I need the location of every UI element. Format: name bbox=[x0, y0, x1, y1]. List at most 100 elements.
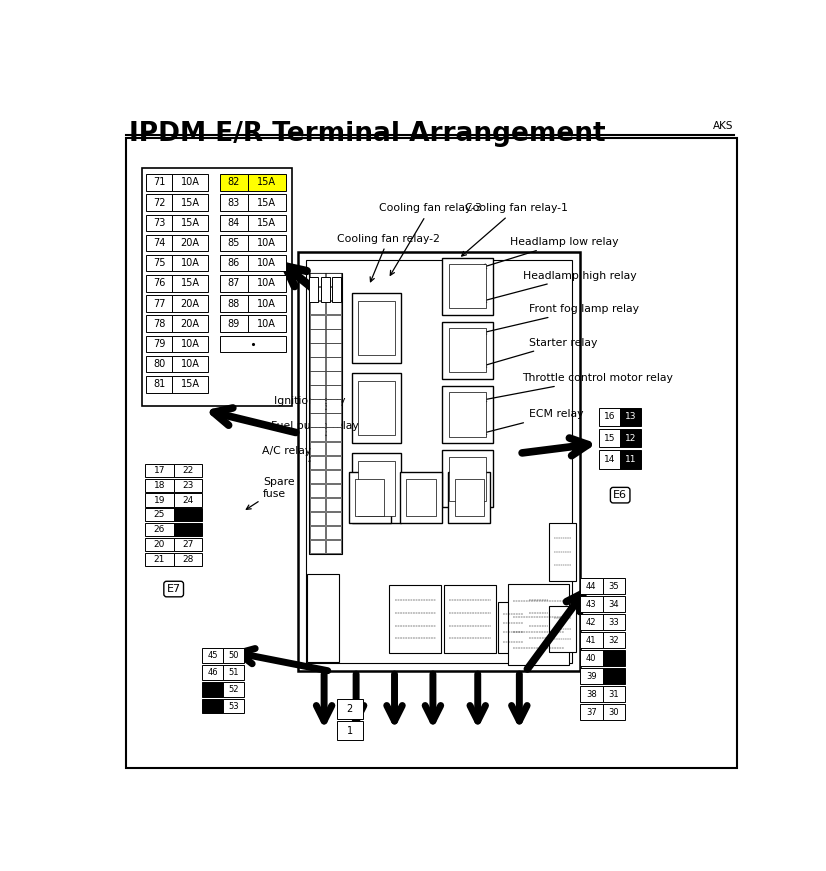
FancyBboxPatch shape bbox=[248, 214, 286, 231]
Text: 87: 87 bbox=[228, 279, 240, 288]
FancyBboxPatch shape bbox=[126, 138, 737, 768]
FancyBboxPatch shape bbox=[600, 429, 620, 448]
FancyBboxPatch shape bbox=[142, 168, 292, 406]
FancyBboxPatch shape bbox=[600, 450, 620, 469]
Text: 15A: 15A bbox=[180, 198, 199, 207]
Text: 53: 53 bbox=[228, 702, 239, 711]
FancyBboxPatch shape bbox=[332, 277, 341, 302]
FancyBboxPatch shape bbox=[580, 705, 603, 720]
FancyBboxPatch shape bbox=[146, 174, 172, 191]
FancyBboxPatch shape bbox=[220, 235, 248, 252]
FancyBboxPatch shape bbox=[600, 408, 620, 426]
FancyBboxPatch shape bbox=[310, 357, 325, 371]
FancyBboxPatch shape bbox=[358, 300, 395, 355]
FancyBboxPatch shape bbox=[603, 686, 625, 702]
FancyBboxPatch shape bbox=[172, 315, 208, 332]
Text: 73: 73 bbox=[153, 218, 165, 228]
Text: Cooling fan relay-3: Cooling fan relay-3 bbox=[378, 204, 482, 275]
FancyBboxPatch shape bbox=[498, 602, 528, 653]
FancyBboxPatch shape bbox=[326, 287, 341, 300]
FancyBboxPatch shape bbox=[145, 494, 173, 507]
FancyBboxPatch shape bbox=[172, 194, 208, 211]
Text: 20A: 20A bbox=[180, 319, 199, 328]
FancyBboxPatch shape bbox=[223, 648, 244, 663]
FancyBboxPatch shape bbox=[248, 315, 286, 332]
Text: 77: 77 bbox=[153, 299, 165, 308]
FancyBboxPatch shape bbox=[172, 174, 208, 191]
FancyBboxPatch shape bbox=[310, 329, 325, 342]
Text: 89: 89 bbox=[228, 319, 240, 328]
FancyBboxPatch shape bbox=[145, 553, 173, 566]
FancyBboxPatch shape bbox=[310, 287, 325, 300]
FancyBboxPatch shape bbox=[580, 686, 603, 702]
FancyBboxPatch shape bbox=[146, 315, 172, 332]
FancyBboxPatch shape bbox=[173, 538, 202, 551]
FancyBboxPatch shape bbox=[326, 526, 341, 539]
Text: 79: 79 bbox=[153, 339, 165, 349]
FancyBboxPatch shape bbox=[310, 343, 325, 356]
FancyBboxPatch shape bbox=[220, 275, 248, 292]
Text: 15: 15 bbox=[604, 434, 615, 442]
Text: IPDM E/R Terminal Arrangement: IPDM E/R Terminal Arrangement bbox=[129, 121, 605, 147]
FancyBboxPatch shape bbox=[310, 456, 325, 469]
FancyBboxPatch shape bbox=[508, 584, 569, 665]
FancyBboxPatch shape bbox=[248, 194, 286, 211]
FancyBboxPatch shape bbox=[173, 463, 202, 476]
FancyBboxPatch shape bbox=[326, 483, 341, 497]
Text: 16: 16 bbox=[604, 412, 615, 422]
Text: Spare
fuse: Spare fuse bbox=[246, 477, 295, 510]
FancyBboxPatch shape bbox=[603, 705, 625, 720]
Text: 10A: 10A bbox=[258, 279, 277, 288]
Text: 10A: 10A bbox=[258, 238, 277, 248]
FancyBboxPatch shape bbox=[146, 376, 172, 393]
FancyBboxPatch shape bbox=[307, 574, 339, 662]
Text: 18: 18 bbox=[154, 481, 165, 490]
FancyBboxPatch shape bbox=[326, 371, 341, 385]
FancyBboxPatch shape bbox=[337, 699, 363, 719]
FancyBboxPatch shape bbox=[173, 523, 202, 537]
FancyBboxPatch shape bbox=[145, 463, 173, 476]
FancyBboxPatch shape bbox=[145, 538, 173, 551]
FancyBboxPatch shape bbox=[326, 442, 341, 455]
FancyBboxPatch shape bbox=[352, 293, 401, 363]
FancyBboxPatch shape bbox=[202, 665, 223, 680]
FancyBboxPatch shape bbox=[620, 429, 641, 448]
Text: 15A: 15A bbox=[180, 279, 199, 288]
FancyBboxPatch shape bbox=[449, 265, 487, 308]
FancyBboxPatch shape bbox=[146, 275, 172, 292]
FancyBboxPatch shape bbox=[202, 699, 223, 713]
Text: 81: 81 bbox=[153, 379, 165, 389]
FancyBboxPatch shape bbox=[248, 174, 286, 191]
Text: Cooling fan relay-1: Cooling fan relay-1 bbox=[462, 204, 567, 256]
FancyBboxPatch shape bbox=[310, 540, 325, 553]
FancyBboxPatch shape bbox=[310, 301, 325, 314]
FancyBboxPatch shape bbox=[580, 614, 603, 630]
FancyBboxPatch shape bbox=[320, 277, 330, 302]
Text: 45: 45 bbox=[207, 652, 218, 660]
FancyBboxPatch shape bbox=[248, 275, 286, 292]
FancyBboxPatch shape bbox=[173, 509, 202, 522]
Text: 26: 26 bbox=[154, 525, 165, 534]
FancyBboxPatch shape bbox=[326, 428, 341, 441]
FancyBboxPatch shape bbox=[443, 449, 492, 508]
Text: 14: 14 bbox=[604, 455, 615, 464]
Text: E7: E7 bbox=[167, 584, 181, 594]
FancyBboxPatch shape bbox=[580, 596, 603, 612]
FancyBboxPatch shape bbox=[400, 471, 442, 523]
Text: 10A: 10A bbox=[181, 258, 199, 268]
FancyBboxPatch shape bbox=[449, 456, 487, 501]
Text: 27: 27 bbox=[183, 540, 194, 549]
Text: 10A: 10A bbox=[181, 359, 199, 369]
FancyBboxPatch shape bbox=[310, 273, 325, 287]
Text: 37: 37 bbox=[586, 708, 596, 717]
FancyBboxPatch shape bbox=[223, 699, 244, 713]
Text: 88: 88 bbox=[228, 299, 240, 308]
FancyBboxPatch shape bbox=[172, 335, 208, 352]
FancyBboxPatch shape bbox=[326, 540, 341, 553]
Text: 76: 76 bbox=[153, 279, 165, 288]
FancyBboxPatch shape bbox=[310, 469, 325, 483]
FancyBboxPatch shape bbox=[603, 651, 625, 666]
FancyBboxPatch shape bbox=[326, 329, 341, 342]
Text: 51: 51 bbox=[229, 668, 239, 677]
Text: 78: 78 bbox=[153, 319, 165, 328]
